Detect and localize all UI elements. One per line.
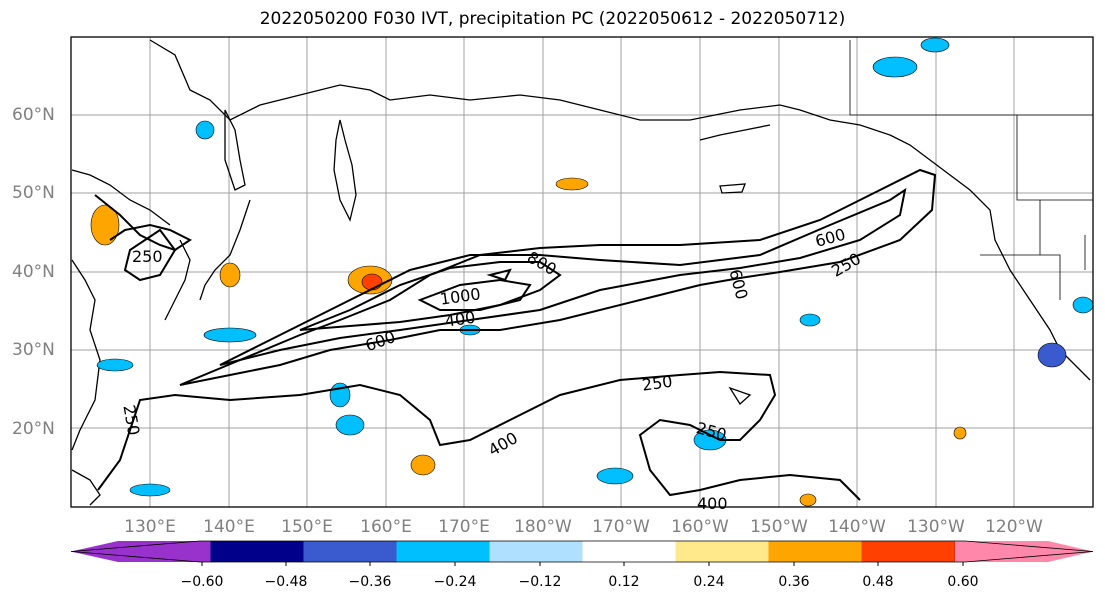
colorbar-segment: [675, 541, 770, 562]
colorbar-tick-label: 0.48: [862, 574, 893, 590]
colorbar-tick-label: 0.12: [608, 574, 639, 590]
ivt-contours: [94, 168, 937, 501]
latitude-labels: 60°N 50°N 40°N 30°N 20°N: [12, 105, 55, 439]
lat-label: 20°N: [12, 419, 55, 439]
lon-label: 170°E: [438, 517, 490, 537]
map-frame: [70, 36, 1094, 508]
colorbar-segment: [71, 541, 211, 562]
colorbar: −0.60 −0.48 −0.36 −0.24 −0.12 0.12 0.24 0.36 0.4…: [70, 540, 1094, 590]
colorbar-segment: [768, 541, 863, 562]
colorbar-segment: [861, 541, 956, 562]
contour-label: 400: [444, 308, 477, 331]
lon-label: 140°E: [203, 517, 255, 537]
precipitation-shading: [90, 37, 1094, 507]
lon-label: 130°E: [124, 517, 176, 537]
lon-label: 130°W: [907, 517, 965, 537]
contour-label: 250: [132, 247, 163, 266]
colorbar-tick-label: −0.24: [434, 574, 477, 590]
lat-label: 40°N: [12, 262, 55, 282]
longitude-labels: 130°E 140°E 150°E 160°E 170°E 180°W 170°…: [124, 517, 1043, 537]
contour-label: 250: [641, 372, 674, 395]
lat-label: 60°N: [12, 105, 55, 125]
colorbar-segment: [303, 541, 398, 562]
colorbar-tick-label: 0.60: [947, 574, 978, 590]
colorbar-segment: [396, 541, 491, 562]
lon-label: 160°E: [360, 517, 412, 537]
colorbar-tick-label: −0.48: [265, 574, 308, 590]
colorbar-tick-label: 0.24: [693, 574, 724, 590]
colorbar-outline: [70, 540, 1094, 563]
lon-label: 160°W: [671, 517, 729, 537]
colorbar-tick-label: −0.60: [181, 574, 224, 590]
lon-label: 150°E: [281, 517, 333, 537]
lat-label: 50°N: [12, 183, 55, 203]
map-title: 2022050200 F030 IVT, precipitation PC (2…: [259, 9, 846, 29]
colorbar-segment: [210, 541, 305, 562]
colorbar-tick-label: −0.36: [349, 574, 392, 590]
coastlines: [71, 39, 1091, 506]
colorbar-segment: [489, 541, 584, 562]
lon-label: 140°W: [828, 517, 886, 537]
lat-label: 30°N: [12, 340, 55, 360]
lon-label: 180°W: [514, 517, 572, 537]
lon-label: 120°W: [985, 517, 1043, 537]
colorbar-tick-label: 0.36: [778, 574, 809, 590]
lon-label: 150°W: [750, 517, 808, 537]
colorbar-tick-label: −0.12: [519, 574, 562, 590]
colorbar-segment: [582, 541, 677, 562]
contour-label: 400: [697, 494, 728, 513]
colorbar-segment: [955, 541, 1093, 562]
country-borders: [849, 40, 1093, 300]
lon-label: 170°W: [592, 517, 650, 537]
